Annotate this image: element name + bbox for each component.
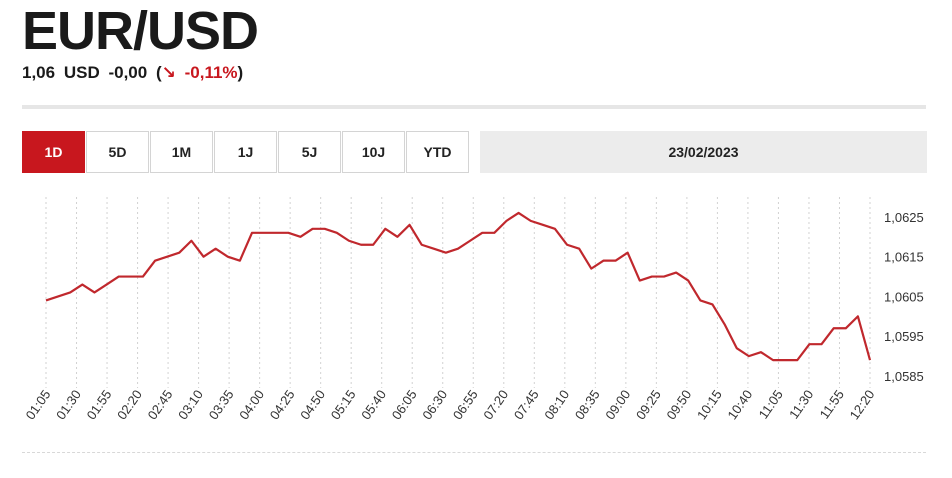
date-display: 23/02/2023 <box>480 131 927 173</box>
y-tick-label: 1,0615 <box>884 250 924 265</box>
x-tick-label: 08:35 <box>572 387 603 422</box>
x-tick-label: 01:55 <box>84 387 115 422</box>
x-tick-label: 03:35 <box>206 387 237 422</box>
footer-divider <box>22 452 926 453</box>
page-title: EUR/USD <box>22 1 259 61</box>
x-tick-label: 06:55 <box>450 387 481 422</box>
tab-1j[interactable]: 1J <box>214 131 277 173</box>
x-tick-label: 10:40 <box>724 387 755 422</box>
tab-1d[interactable]: 1D <box>22 131 85 173</box>
tab-ytd[interactable]: YTD <box>406 131 469 173</box>
arrow-down-right-icon: ↘ <box>161 63 176 82</box>
y-tick-label: 1,0605 <box>884 289 924 304</box>
tab-5j[interactable]: 5J <box>278 131 341 173</box>
x-tick-label: 11:55 <box>817 387 847 421</box>
price-summary: 1,06 USD -0,00 (↘ -0,11%) <box>22 62 247 84</box>
open-paren: ( <box>155 63 162 82</box>
y-tick-label: 1,0595 <box>884 329 924 344</box>
price-change-percent: -0,11% <box>184 63 238 82</box>
x-tick-label: 06:30 <box>419 387 450 422</box>
x-tick-label: 03:10 <box>175 387 206 422</box>
price-currency: USD <box>63 63 100 82</box>
x-tick-label: 05:15 <box>328 387 359 422</box>
tab-1m[interactable]: 1M <box>150 131 213 173</box>
series-line <box>45 211 872 362</box>
x-tick-label: 08:10 <box>541 387 572 422</box>
x-tick-label: 11:30 <box>786 387 816 421</box>
plot-area <box>45 211 872 362</box>
x-tick-label: 01:30 <box>53 387 84 422</box>
x-tick-label: 05:40 <box>358 387 389 422</box>
tab-5d[interactable]: 5D <box>86 131 149 173</box>
x-tick-label: 10:15 <box>694 387 725 422</box>
y-tick-label: 1,0585 <box>884 369 924 384</box>
x-tick-label: 07:20 <box>480 387 511 422</box>
x-tick-label: 02:45 <box>145 387 176 422</box>
tab-10j[interactable]: 10J <box>342 131 405 173</box>
price-change: -0,00 <box>108 63 148 82</box>
x-tick-label: 07:45 <box>511 387 542 422</box>
x-tick-label: 09:00 <box>602 387 633 422</box>
price-value: 1,06 <box>22 63 56 82</box>
y-tick-label: 1,0625 <box>884 210 924 225</box>
x-tick-label: 04:25 <box>267 387 298 422</box>
x-tick-label: 09:50 <box>663 387 694 422</box>
x-axis: 01:05 01:30 01:55 02:20 02:45 03:10 03:35 04:00… <box>23 387 878 422</box>
header-divider <box>22 105 926 109</box>
x-tick-label: 04:00 <box>236 387 267 422</box>
x-tick-label: 11:05 <box>756 387 786 421</box>
x-tick-label: 12:20 <box>847 387 878 422</box>
chart-grid <box>45 197 871 388</box>
x-tick-label: 09:25 <box>633 387 664 422</box>
x-tick-label: 01:05 <box>23 387 54 422</box>
x-tick-label: 06:05 <box>389 387 420 422</box>
y-axis: 1,0625 1,0615 1,0605 1,0595 1,0585 <box>884 210 924 384</box>
close-paren: ) <box>237 63 244 82</box>
x-tick-label: 02:20 <box>114 387 145 422</box>
x-tick-label: 04:50 <box>297 387 328 422</box>
